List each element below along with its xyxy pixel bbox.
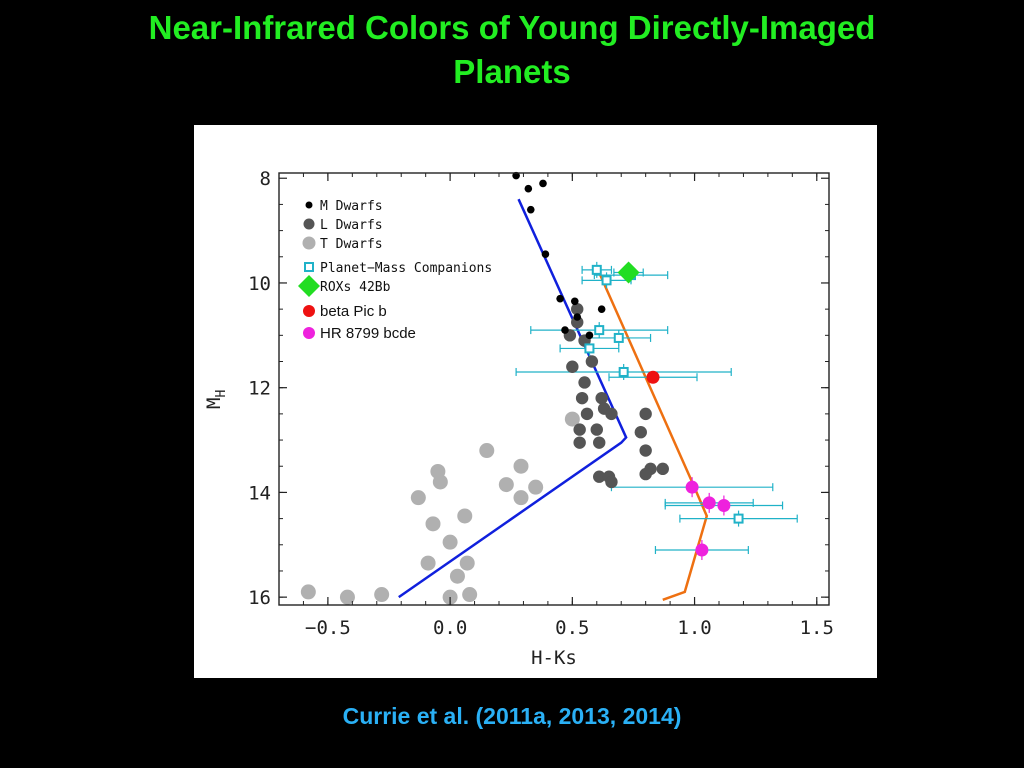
l-dwarf-point [580,407,594,421]
m-dwarf-point [556,294,564,303]
m-dwarf-point [597,305,606,313]
t-dwarf-point [425,516,441,532]
t-dwarf-point [513,490,529,506]
y-tick-label: 14 [248,482,271,504]
y-tick-label: 10 [248,273,271,295]
m-dwarf-point [539,179,547,188]
chart-figure: −0.5 0.0 0.5 1.0 1.5 8 10 12 14 16 H-Ks MH M Dwarfs… [194,125,877,678]
l-dwarf-point [639,407,652,421]
m-dwarf-point [570,297,579,306]
l-dwarf-point [595,391,608,405]
t-dwarf-point [300,584,316,600]
t-dwarf-point [528,479,544,495]
l-dwarf-point [634,426,647,439]
planet-companion-point [594,325,605,336]
planet-companion-point [584,343,595,354]
x-tick-label: 0.5 [555,617,589,639]
t-dwarf-point [498,477,514,493]
t-dwarf-point [339,589,355,605]
legend-label: beta Pic b [320,303,387,320]
t-dwarf-point [420,555,436,571]
l-dwarf-point [590,423,603,436]
legend-marker-hr8799 [303,327,315,339]
legend-marker-planet-companions [304,262,314,272]
t-dwarf-point [374,587,390,603]
m-dwarf-point [573,313,582,321]
y-tick-label: 16 [248,587,271,609]
planet-companion-point [618,366,629,377]
l-dwarf-point [575,391,589,405]
slide-title: Near-Infrared Colors of Young Directly-I… [0,6,1024,94]
planet-companion-point [591,264,602,275]
t-dwarf-point [513,458,529,474]
l-dwarf-point [605,475,618,489]
legend-label: L Dwarfs [320,218,383,233]
m-dwarf-point [541,250,550,258]
t-dwarf-point [459,555,475,571]
t-dwarf-point [410,490,426,506]
track-line-blue-track [398,198,628,599]
t-dwarf-point [462,587,478,603]
l-dwarf-point [605,407,618,421]
planet-companion-point [733,513,744,524]
chart-svg: −0.5 0.0 0.5 1.0 1.5 8 10 12 14 16 H-Ks MH M Dwarfs… [203,168,834,669]
legend-marker-t-dwarfs [302,236,316,250]
t-dwarf-point [457,508,473,524]
m-dwarf-point [585,331,594,340]
x-tick-label: 1.5 [800,617,834,639]
hr8799-point [702,496,716,510]
l-dwarf-point [573,423,586,436]
l-dwarf-point [578,376,591,389]
t-dwarf-point [564,411,580,427]
l-dwarf-point [639,467,652,481]
y-tick-label: 12 [248,378,271,400]
l-dwarf-point [593,436,606,449]
x-tick-label: 1.0 [677,617,711,639]
t-dwarf-point [479,443,495,459]
beta-pic-b-point [646,370,660,384]
citation: Currie et al. (2011a, 2013, 2014) [342,703,682,729]
y-tick-label: 8 [260,168,271,190]
legend-label: HR 8799 bcde [320,325,416,342]
t-dwarf-point [442,534,458,550]
l-dwarf-point [573,436,586,449]
m-dwarf-point [561,326,569,334]
m-dwarf-point [526,205,535,214]
plot-frame [278,172,830,606]
hr8799-point [685,480,699,494]
y-axis-label: MH [203,390,229,409]
legend-label: Planet−Mass Companions [320,261,492,276]
legend-marker-roxs42bb [298,275,320,297]
l-dwarf-point [639,444,652,457]
l-dwarf-point [593,470,606,483]
x-tick-label: −0.5 [305,617,351,639]
l-dwarf-point [585,355,599,368]
legend-marker-l-dwarfs [303,218,315,230]
legend-marker-beta-pic-b [303,305,315,317]
slide-title-line2: Planets [453,53,571,90]
track-line-orange-track [595,266,709,601]
m-dwarf-point [512,171,520,180]
t-dwarf-point [449,568,465,584]
x-tick-label: 0.0 [433,617,467,639]
m-dwarf-point [524,184,533,193]
legend-label: ROXs 42Bb [320,280,391,295]
roxs42bb-point [617,261,640,284]
planet-companion-point [613,332,624,343]
legend-label: T Dwarfs [320,237,383,252]
l-dwarf-point [571,302,584,316]
hr8799-point [695,543,709,557]
planet-companion-point [601,275,612,286]
legend-label: M Dwarfs [320,199,383,214]
slide-title-line1: Near-Infrared Colors of Young Directly-I… [148,9,876,46]
legend-marker-m-dwarfs [305,201,313,209]
hr8799-point [717,499,731,513]
x-axis-label: H-Ks [531,647,577,669]
l-dwarf-point [656,462,669,476]
t-dwarf-point [432,474,448,490]
l-dwarf-point [566,360,579,373]
